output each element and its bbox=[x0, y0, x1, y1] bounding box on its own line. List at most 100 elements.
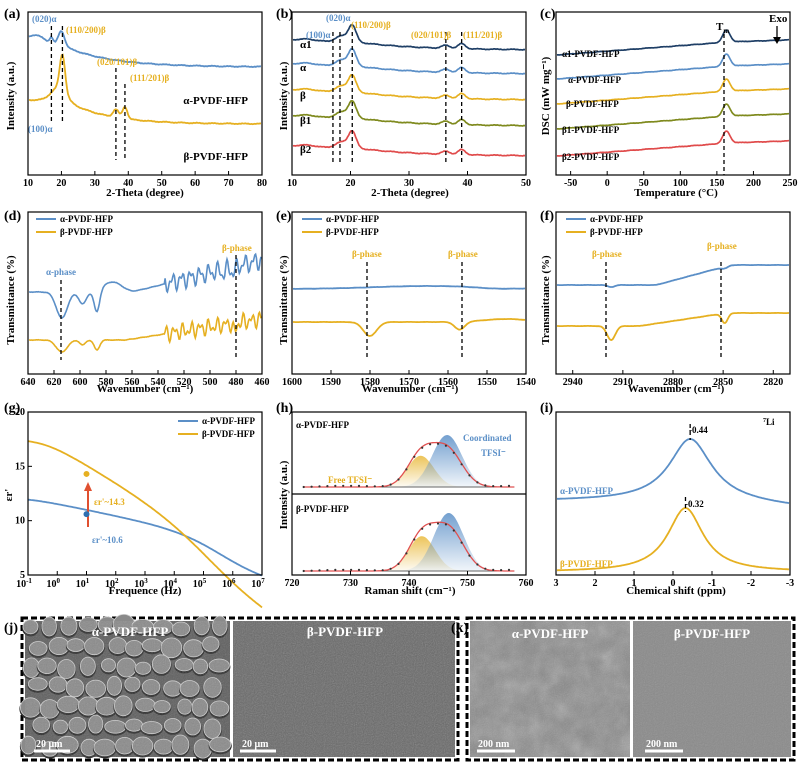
series-label-b1: β1 bbox=[300, 115, 311, 127]
series-line-beta-f bbox=[557, 311, 789, 341]
point-beta-10hz bbox=[83, 470, 90, 477]
data-point bbox=[342, 568, 345, 571]
xtick-label: 720 bbox=[285, 578, 300, 589]
xtick-label: 1590 bbox=[321, 377, 341, 388]
xtick-label: 1540 bbox=[516, 377, 536, 388]
data-point bbox=[350, 484, 353, 487]
xtick-label: 500 bbox=[203, 377, 218, 388]
panel-g: (g) εr' Frequence (Hz) εr'~14.3 εr'~10.6… bbox=[3, 401, 265, 609]
alpha-phase-label: α-phase bbox=[46, 267, 76, 277]
xlabel-e: Wavenumber (cm⁻¹) bbox=[362, 383, 459, 395]
xticks-d: 640 620 600 580 560 540 520 500 480 460 bbox=[21, 370, 270, 388]
xtick-label: 100 bbox=[673, 178, 688, 189]
data-point bbox=[365, 569, 368, 572]
series-label-alpha-i: α-PVDF-HFP bbox=[560, 486, 614, 496]
sem-title-beta: β-PVDF-HFP bbox=[307, 624, 383, 639]
panel-f: (f) Transmittance (%) Wavenumber (cm⁻¹) … bbox=[540, 209, 791, 395]
panel-label-e: (e) bbox=[276, 209, 292, 224]
xlabel-f: Wavenumber (cm⁻¹) bbox=[628, 383, 725, 395]
sem-noise-alpha bbox=[25, 621, 230, 757]
xtick-label: 560 bbox=[125, 377, 140, 388]
exo-arrow-icon bbox=[773, 37, 781, 44]
data-point bbox=[452, 529, 455, 532]
peak-label-020b: (020/101)β bbox=[97, 57, 137, 67]
panel-j: (j) α-PVDF-HFP β-PVDF-HFP 20 μm 20 μm bbox=[4, 613, 460, 762]
data-point bbox=[326, 485, 329, 488]
scale-label-j1: 20 μm bbox=[36, 739, 63, 750]
xtick-label: 1580 bbox=[360, 377, 380, 388]
exo-label: Exo bbox=[769, 13, 788, 25]
data-point bbox=[421, 446, 424, 449]
xtick-label: 730 bbox=[343, 578, 358, 589]
data-point bbox=[500, 485, 503, 488]
xlabel-g: Frequence (Hz) bbox=[109, 585, 182, 597]
data-point bbox=[389, 567, 392, 570]
xtick-label: 3 bbox=[554, 578, 559, 589]
data-point bbox=[389, 483, 392, 486]
legend-label-beta-d: β-PVDF-HFP bbox=[60, 227, 113, 237]
data-point bbox=[310, 485, 313, 488]
panel-j-border bbox=[20, 616, 460, 762]
panel-label-d: (d) bbox=[4, 209, 21, 224]
xtick-label: 80 bbox=[257, 178, 267, 189]
value-label-alpha: εr'~10.6 bbox=[92, 535, 123, 545]
data-point bbox=[357, 568, 361, 572]
peak-label-100a: (100)α bbox=[28, 124, 53, 134]
data-point bbox=[444, 523, 447, 526]
xtick-label: 107 bbox=[251, 577, 265, 590]
series-line bbox=[292, 130, 526, 157]
series-label-c-a1: α1-PVDF-HFP bbox=[562, 49, 620, 59]
series-line-alpha-i bbox=[557, 438, 790, 504]
xtick-label: 460 bbox=[255, 377, 270, 388]
xtick-label: 480 bbox=[229, 377, 244, 388]
panel-c: (c) DSC (mW mg⁻¹) Temperature (°C) Tm Ex… bbox=[540, 7, 798, 199]
xtick-label: 105 bbox=[193, 577, 207, 590]
xtick-label: 102 bbox=[105, 577, 119, 590]
series-label-beta-i: β-PVDF-HFP bbox=[560, 559, 613, 569]
panel-label-k: (k) bbox=[451, 621, 468, 636]
xtick-label: 103 bbox=[134, 577, 148, 590]
legend-label-alpha-g: α-PVDF-HFP bbox=[202, 416, 256, 426]
data-point bbox=[484, 567, 487, 570]
xticks-c: -50 0 50 100 150 200 250 bbox=[564, 171, 798, 189]
series-line bbox=[556, 103, 789, 130]
series-line-alpha bbox=[28, 30, 262, 69]
panel-label-i: (i) bbox=[540, 401, 554, 416]
series-line bbox=[292, 48, 526, 75]
axes-frame-c bbox=[555, 11, 791, 176]
data-point bbox=[429, 523, 432, 526]
scale-label-k2: 200 nm bbox=[646, 739, 678, 750]
xticks-b: 10 20 30 40 50 bbox=[287, 171, 531, 189]
nucleus-label: 7Li bbox=[763, 417, 775, 427]
xtick-label: 250 bbox=[783, 178, 798, 189]
xtick-label: 0 bbox=[605, 178, 610, 189]
panel-label-f: (f) bbox=[540, 209, 554, 224]
series-line bbox=[292, 24, 526, 51]
data-point bbox=[413, 455, 416, 458]
ytick-label: 10 bbox=[15, 516, 25, 527]
xtick-label: 104 bbox=[164, 577, 178, 590]
ytick-label: 5 bbox=[20, 570, 25, 581]
axes-frame-a bbox=[27, 11, 263, 176]
xtick-label: -2 bbox=[747, 578, 755, 589]
xtick-label: 740 bbox=[402, 578, 417, 589]
series-line bbox=[556, 53, 789, 80]
beta-phase-label-d: β-phase bbox=[222, 243, 252, 253]
peak-label-110b-b: (110/200)β bbox=[351, 20, 391, 30]
panel-i: (i) Chemical shift (ppm) -0.44 -0.32 7Li… bbox=[540, 401, 794, 597]
data-point bbox=[492, 568, 495, 572]
series-label-c-b: β-PVDF-HFP bbox=[566, 99, 619, 109]
tem-title-alpha: α-PVDF-HFP bbox=[512, 626, 589, 641]
series-line-alpha-d bbox=[29, 252, 262, 319]
coordinated-label: Coordinated bbox=[463, 433, 512, 443]
series-line-alpha-e bbox=[292, 284, 525, 290]
data-point bbox=[310, 569, 313, 572]
xtick-label: 10 bbox=[23, 178, 33, 189]
peak-label-100a-b: (100)α bbox=[306, 30, 331, 40]
data-point bbox=[436, 442, 440, 445]
xtick-label: -1 bbox=[708, 578, 716, 589]
series-line-beta-d bbox=[29, 310, 262, 353]
xticks-a: 10 20 30 40 50 60 70 80 bbox=[23, 171, 267, 189]
ylabel-h: Intensity (a.u.) bbox=[278, 460, 290, 529]
